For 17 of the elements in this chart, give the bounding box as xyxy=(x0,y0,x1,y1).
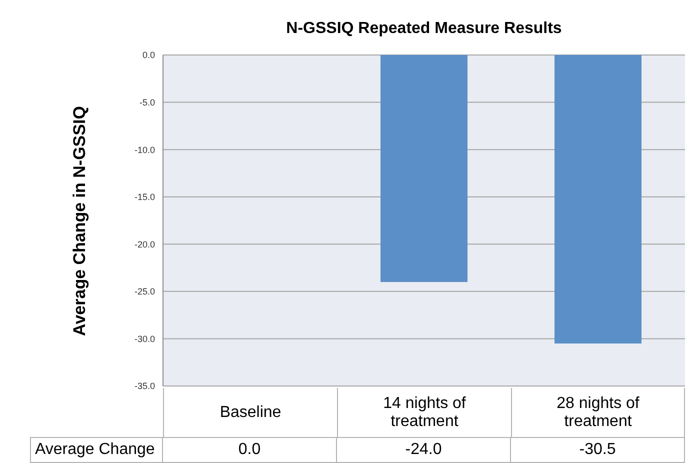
y-tick-label: -25.0 xyxy=(134,286,155,297)
y-tick-label: -30.0 xyxy=(134,334,155,344)
x-tick-label: 28 nights of treatment xyxy=(511,388,685,437)
y-tick-label: -10.0 xyxy=(134,144,155,155)
chart-title: N-GSSIQ Repeated Measure Results xyxy=(285,20,563,38)
data-label: -24.0 xyxy=(337,437,511,463)
y-tick-label: -20.0 xyxy=(134,239,155,250)
x-tick-label: Baseline xyxy=(163,388,337,437)
y-axis-title: Average Change in N-GSSIQ xyxy=(70,106,90,336)
data-label: -30.5 xyxy=(511,437,685,463)
x-tick-label: 14 nights of treatment xyxy=(337,388,511,437)
y-tick-label: -15.0 xyxy=(134,192,155,202)
y-tick-label: -5.0 xyxy=(139,97,155,108)
y-tick-label: -35.0 xyxy=(134,381,155,392)
text: Average Change xyxy=(30,437,163,463)
y-tick-label: 0.0 xyxy=(142,50,155,60)
data-label: 0.0 xyxy=(163,437,337,463)
